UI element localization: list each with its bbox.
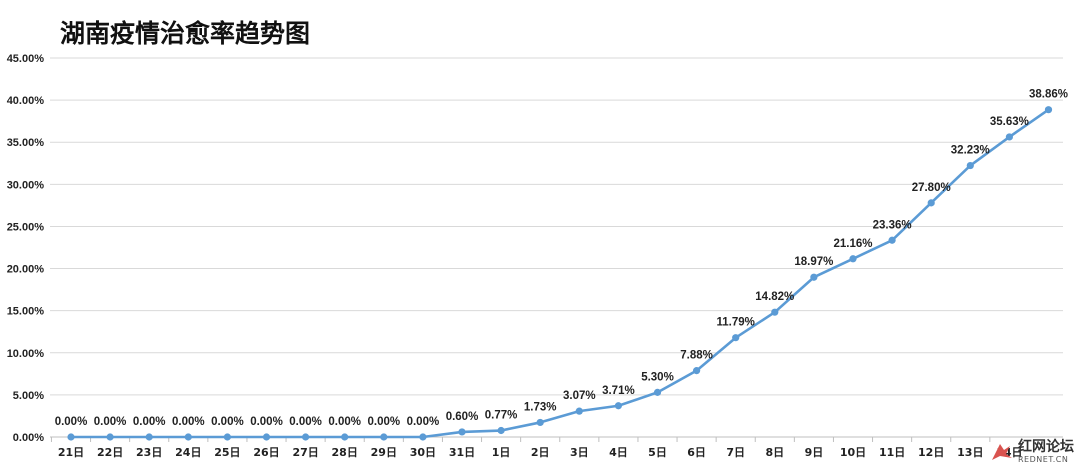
x-tick-label: 10日	[840, 446, 866, 459]
x-axis: 21日 22日 23日 24日 25日 26日 27日 28日 29日 30日 31日 1日 2日 3日 4…	[50, 437, 1023, 459]
data-label: 0.00%	[211, 416, 244, 428]
data-point	[419, 433, 427, 441]
x-tick-label: 5日	[648, 446, 667, 459]
rednet-watermark: 红网论坛 REDNET.CN	[988, 440, 1074, 464]
y-tick-label: 10.00%	[7, 348, 45, 360]
data-label: 27.80%	[912, 182, 951, 194]
data-point	[810, 273, 818, 281]
x-tick-label: 25日	[214, 446, 240, 459]
data-point	[849, 255, 857, 263]
y-tick-label: 30.00%	[7, 179, 45, 191]
y-tick-label: 5.00%	[13, 390, 44, 402]
data-point	[693, 367, 701, 375]
x-tick-label: 7日	[726, 446, 745, 459]
x-tick-label: 3日	[570, 446, 589, 459]
y-tick-label: 25.00%	[7, 221, 45, 233]
y-tick-label: 15.00%	[7, 306, 45, 318]
data-label: 0.00%	[328, 416, 361, 428]
series-cure-rate	[67, 106, 1053, 441]
data-point	[223, 433, 231, 441]
data-point	[927, 199, 935, 207]
data-point	[145, 433, 153, 441]
data-labels: 0.00% 0.00% 0.00% 0.00% 0.00% 0.00% 0.00% 0.00%…	[55, 89, 1068, 428]
data-label: 38.86%	[1029, 89, 1068, 101]
data-point	[1005, 133, 1014, 141]
watermark-text: 红网论坛	[1018, 439, 1074, 455]
x-tick-label: 27日	[292, 446, 318, 459]
data-label: 0.00%	[250, 416, 283, 428]
x-tick-label: 6日	[687, 446, 706, 459]
data-point	[653, 388, 662, 396]
x-tick-label: 8日	[765, 446, 784, 459]
data-point	[575, 407, 583, 415]
y-tick-label: 35.00%	[7, 137, 45, 149]
x-tick-label: 22日	[97, 446, 123, 459]
x-tick-label: 30日	[410, 446, 436, 459]
data-label: 0.00%	[289, 416, 322, 428]
data-point	[732, 334, 740, 342]
data-point	[302, 433, 310, 441]
rednet-logo-icon	[992, 444, 1012, 460]
data-label: 7.88%	[680, 350, 713, 362]
data-point	[1044, 106, 1053, 114]
x-tick-label: 23日	[136, 446, 162, 459]
x-tick-label: 24日	[175, 446, 201, 459]
data-point	[380, 433, 388, 441]
x-tick-label: 26日	[253, 446, 279, 459]
data-point	[614, 402, 623, 410]
data-label: 3.07%	[563, 390, 596, 402]
data-label: 14.82%	[755, 291, 794, 303]
x-tick-label: 21日	[58, 446, 84, 459]
x-tick-label: 4日	[609, 446, 628, 459]
data-label: 35.63%	[990, 116, 1029, 128]
data-label: 0.77%	[485, 410, 518, 422]
data-point	[341, 433, 349, 441]
watermark-subtext: REDNET.CN	[1018, 455, 1069, 464]
data-label: 32.23%	[951, 145, 990, 157]
data-label: 0.00%	[172, 416, 205, 428]
data-label: 0.00%	[367, 416, 400, 428]
x-tick-label: 28日	[332, 446, 358, 459]
data-label: 3.71%	[602, 385, 635, 397]
data-point	[497, 426, 505, 435]
x-tick-label: 29日	[371, 446, 397, 459]
data-label: 0.00%	[55, 416, 88, 428]
data-label: 0.00%	[407, 416, 440, 428]
data-point	[771, 308, 779, 316]
data-point	[966, 161, 974, 170]
data-label: 0.60%	[446, 411, 479, 423]
y-tick-label: 45.00%	[7, 53, 45, 65]
data-label: 18.97%	[794, 256, 833, 268]
y-tick-label: 0.00%	[13, 432, 44, 444]
x-tick-label: 11日	[879, 446, 905, 459]
data-label: 0.00%	[94, 416, 127, 428]
x-tick-label: 13日	[957, 446, 983, 459]
data-point	[184, 433, 192, 441]
data-point	[67, 433, 75, 441]
data-label: 5.30%	[641, 371, 674, 383]
y-axis: 0.00% 5.00% 10.00% 15.00% 20.00% 25.00% 30.00%…	[7, 53, 45, 444]
x-tick-label: 1日	[492, 446, 511, 459]
chart-title: 湖南疫情治愈率趋势图	[60, 19, 311, 48]
gridlines	[50, 57, 1063, 438]
data-label: 0.00%	[133, 416, 166, 428]
data-point	[458, 428, 466, 436]
data-point	[106, 433, 114, 441]
data-point	[262, 433, 271, 441]
data-label: 11.79%	[717, 317, 755, 329]
data-point	[536, 418, 544, 427]
data-label: 1.73%	[524, 401, 557, 413]
data-label: 23.36%	[873, 219, 912, 231]
x-tick-label: 12日	[918, 446, 944, 459]
x-tick-label: 2日	[531, 446, 550, 459]
data-point	[888, 236, 896, 244]
y-tick-label: 40.00%	[7, 95, 45, 107]
data-label: 21.16%	[833, 238, 872, 250]
series-line	[71, 108, 1050, 439]
x-tick-label: 31日	[449, 446, 475, 459]
x-tick-label: 9日	[805, 446, 824, 459]
y-tick-label: 20.00%	[7, 264, 45, 276]
